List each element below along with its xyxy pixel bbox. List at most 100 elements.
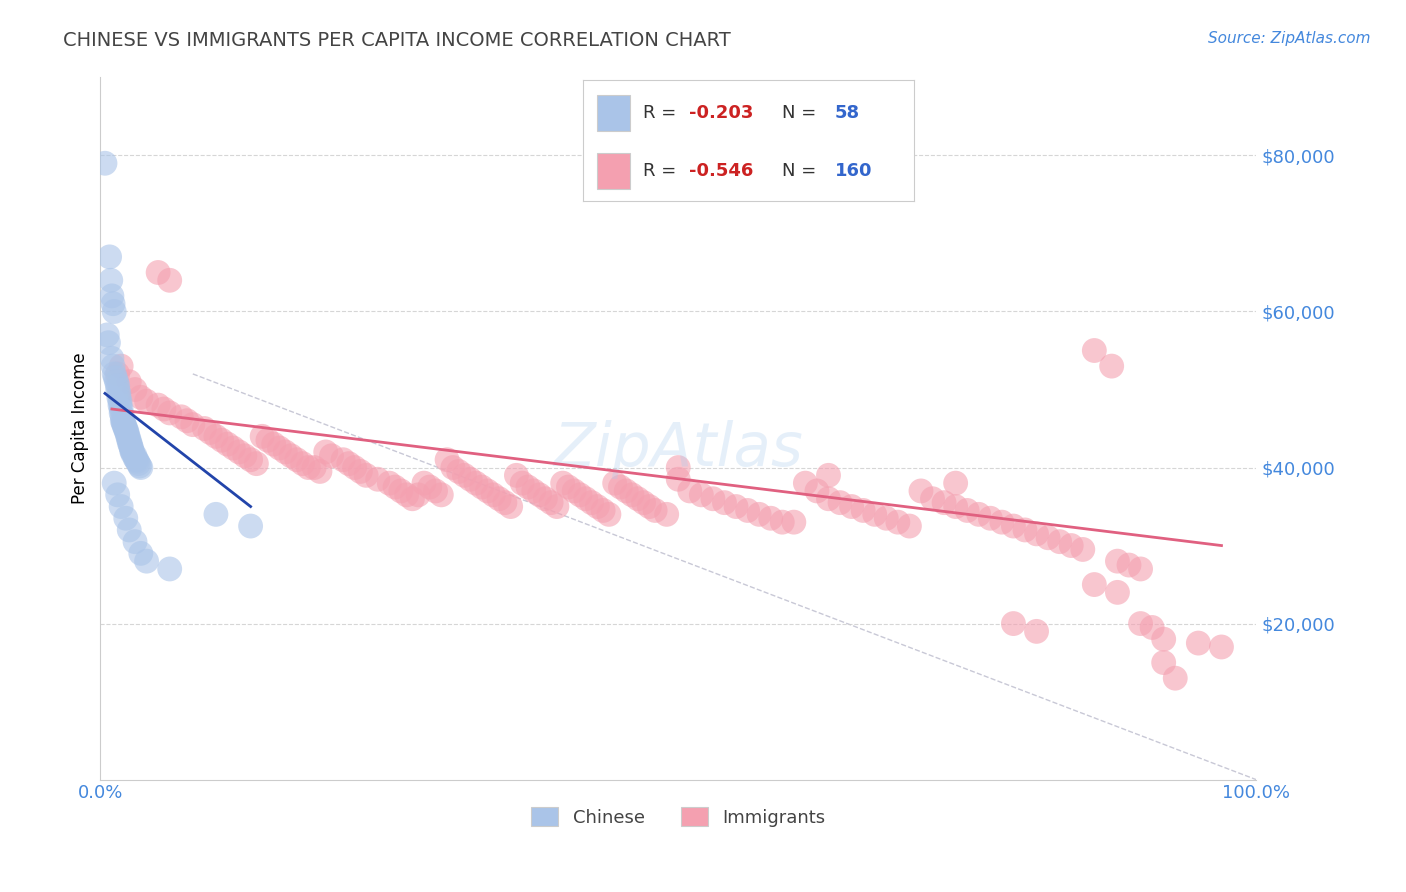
Point [101, 289, 124, 303]
Point [105, 375, 128, 389]
Point [921, 491, 943, 506]
Point [401, 491, 423, 506]
Text: ZipAtlas: ZipAtlas [554, 420, 803, 479]
Point [1211, 640, 1233, 654]
Point [114, 423, 136, 437]
Point [477, 483, 499, 498]
Point [991, 515, 1014, 529]
Point [128, 458, 150, 473]
Point [114, 511, 136, 525]
Point [562, 483, 585, 498]
Point [419, 480, 441, 494]
Point [609, 480, 631, 494]
Point [110, 402, 132, 417]
Point [257, 434, 280, 448]
Point [425, 483, 447, 498]
Text: N =: N = [782, 161, 821, 179]
Point [783, 515, 806, 529]
Point [332, 452, 354, 467]
Point [125, 452, 148, 467]
Point [1060, 539, 1083, 553]
Text: N =: N = [782, 103, 821, 122]
Point [1107, 585, 1129, 599]
Point [103, 304, 125, 318]
Point [118, 434, 141, 448]
Point [107, 383, 129, 397]
Point [828, 496, 851, 510]
Point [297, 460, 319, 475]
Point [198, 425, 221, 440]
Point [354, 468, 377, 483]
Point [482, 488, 505, 502]
Point [956, 503, 979, 517]
Point [124, 451, 146, 466]
Point [118, 375, 141, 389]
Point [121, 441, 143, 455]
Point [614, 483, 637, 498]
Point [817, 468, 839, 483]
Point [1083, 343, 1105, 358]
Point [887, 515, 910, 529]
Point [806, 483, 828, 498]
Point [471, 480, 494, 494]
Point [309, 465, 332, 479]
Text: -0.203: -0.203 [689, 103, 754, 122]
Point [101, 359, 124, 373]
FancyBboxPatch shape [596, 153, 630, 188]
Point [129, 546, 152, 560]
Point [633, 496, 655, 510]
Point [1187, 636, 1209, 650]
Point [100, 273, 122, 287]
Point [488, 491, 510, 506]
Point [557, 480, 579, 494]
Point [1107, 554, 1129, 568]
Point [505, 468, 527, 483]
Point [104, 371, 127, 385]
Point [690, 488, 713, 502]
Point [569, 488, 592, 502]
Point [124, 449, 146, 463]
Point [108, 386, 131, 401]
Point [159, 273, 181, 287]
Legend: Chinese, Immigrants: Chinese, Immigrants [524, 800, 832, 834]
Point [863, 508, 886, 522]
Point [107, 378, 129, 392]
Point [135, 554, 157, 568]
Point [1025, 526, 1047, 541]
Point [121, 446, 143, 460]
Point [945, 500, 967, 514]
Point [285, 452, 308, 467]
Point [101, 351, 124, 366]
Y-axis label: Per Capita Income: Per Capita Income [72, 352, 89, 504]
Point [193, 421, 215, 435]
Point [770, 515, 793, 529]
Point [112, 415, 135, 429]
Point [114, 418, 136, 433]
Point [875, 511, 897, 525]
Point [644, 503, 666, 517]
Point [523, 483, 546, 498]
Point [291, 457, 314, 471]
Point [250, 429, 273, 443]
Point [546, 500, 568, 514]
Point [1071, 542, 1094, 557]
Point [1153, 656, 1175, 670]
Point [343, 460, 366, 475]
Point [679, 483, 702, 498]
Point [176, 414, 198, 428]
Point [367, 472, 389, 486]
Point [1002, 616, 1025, 631]
Point [458, 472, 481, 486]
Point [129, 390, 152, 404]
Point [108, 394, 131, 409]
Point [159, 406, 181, 420]
Point [107, 367, 129, 381]
Point [540, 496, 562, 510]
Point [97, 335, 120, 350]
Point [441, 460, 464, 475]
Point [94, 156, 117, 170]
Point [655, 508, 678, 522]
Point [1002, 519, 1025, 533]
Point [724, 500, 747, 514]
FancyBboxPatch shape [596, 95, 630, 131]
